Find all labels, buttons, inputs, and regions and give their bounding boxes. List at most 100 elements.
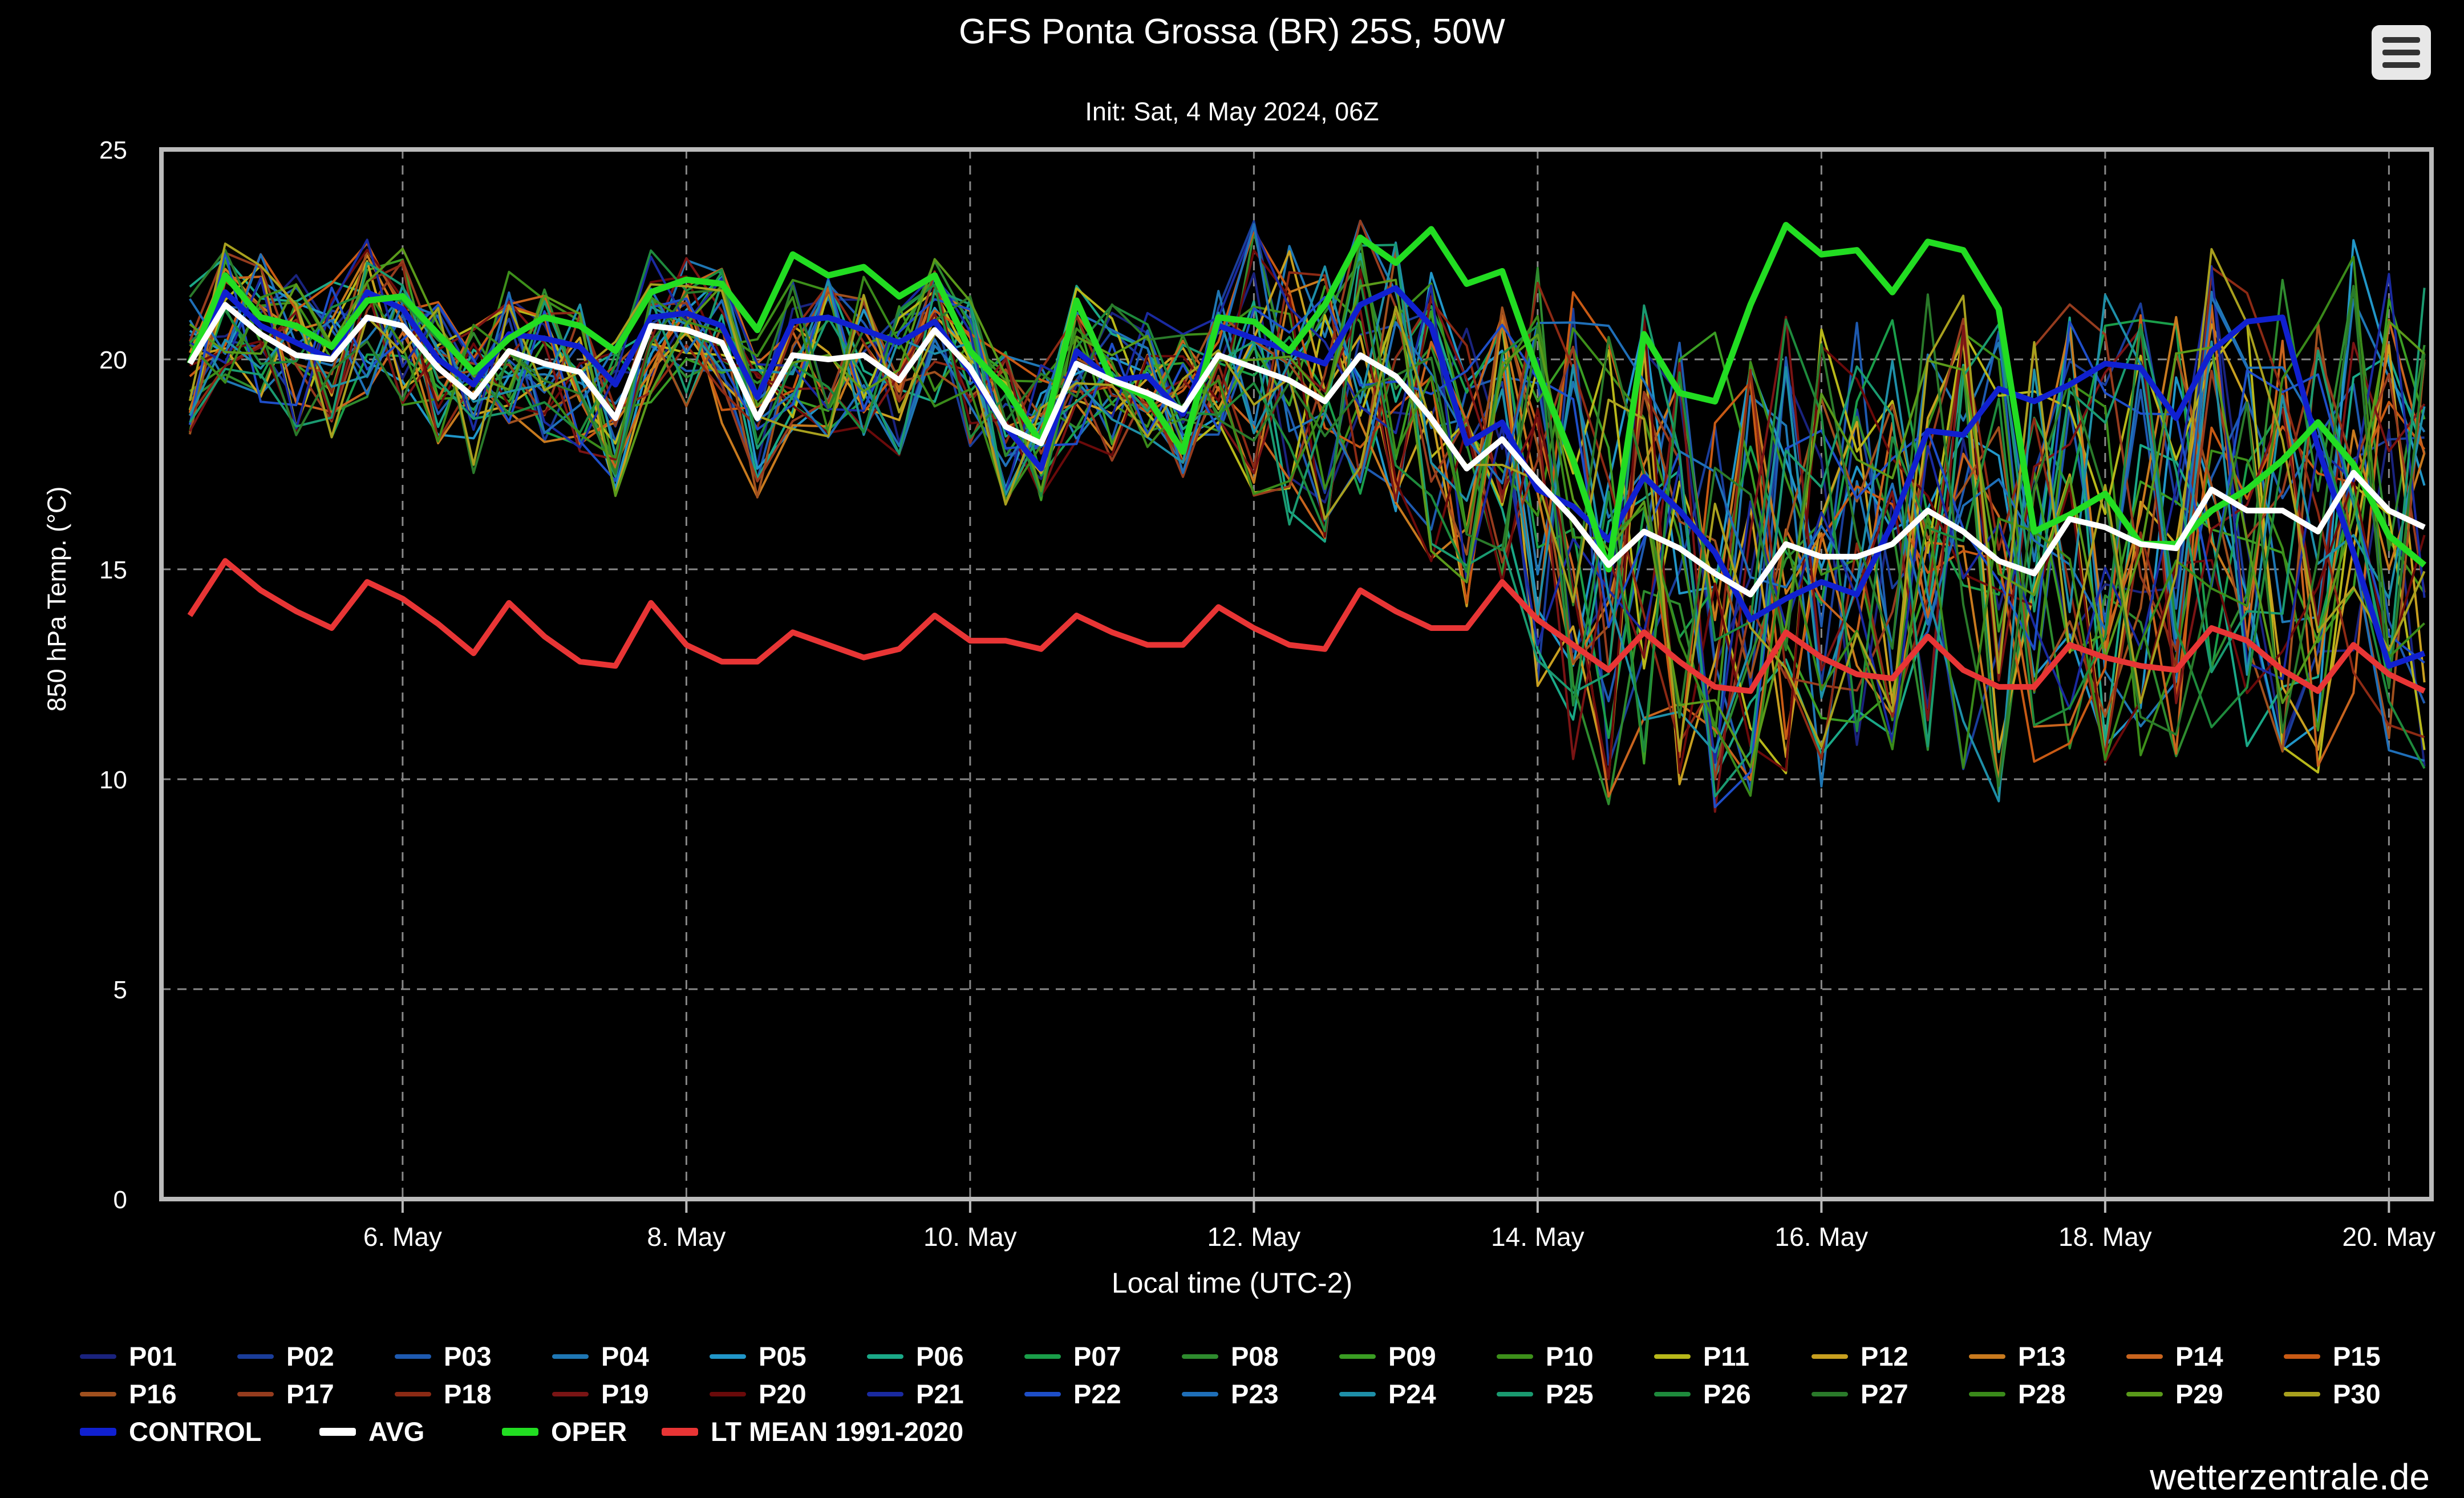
legend-item[interactable]: P10 — [1497, 1341, 1594, 1372]
legend-item[interactable]: P13 — [1969, 1341, 2066, 1372]
chart-subtitle: Init: Sat, 4 May 2024, 06Z — [1085, 97, 1379, 126]
legend-item[interactable]: P18 — [395, 1378, 492, 1410]
legend-item[interactable]: P21 — [867, 1378, 964, 1410]
legend-label: P21 — [916, 1379, 964, 1409]
legend-swatch — [1182, 1391, 1218, 1396]
y-tick-label: 10 — [99, 766, 127, 794]
legend-swatch — [80, 1354, 116, 1359]
legend-item[interactable]: P03 — [395, 1341, 492, 1372]
legend-label: P13 — [2018, 1341, 2066, 1371]
legend-item[interactable]: P15 — [2284, 1341, 2381, 1372]
legend-item[interactable]: P27 — [1811, 1378, 1908, 1410]
legend-swatch — [1339, 1354, 1376, 1359]
legend-swatch — [710, 1354, 746, 1359]
legend-item[interactable]: P09 — [1339, 1341, 1436, 1372]
legend-item[interactable]: LT MEAN 1991-2020 — [662, 1416, 963, 1447]
y-tick-label: 25 — [99, 136, 127, 164]
legend-item[interactable]: P04 — [552, 1341, 649, 1372]
legend-label: P19 — [601, 1379, 649, 1409]
ensemble-line-p30 — [188, 242, 2426, 752]
legend-swatch — [1497, 1391, 1533, 1396]
legend-item[interactable]: P24 — [1339, 1378, 1436, 1410]
ensemble-member-lines — [188, 220, 2426, 813]
legend-item[interactable]: P11 — [1654, 1341, 1749, 1372]
hamburger-menu-icon[interactable] — [2372, 25, 2431, 80]
legend-item[interactable]: P30 — [2284, 1378, 2381, 1410]
legend-label: P23 — [1231, 1379, 1279, 1409]
legend-item[interactable]: P23 — [1182, 1378, 1279, 1410]
legend-swatch — [2284, 1391, 2320, 1396]
chart-title: GFS Ponta Grossa (BR) 25S, 50W — [959, 12, 1505, 51]
legend-label: P24 — [1388, 1379, 1436, 1409]
ensemble-line-p29 — [189, 247, 2425, 768]
ensemble-line-p06 — [189, 252, 2426, 779]
y-tick-label: 5 — [114, 976, 127, 1004]
legend-item[interactable]: P20 — [710, 1378, 807, 1410]
legend-label: P01 — [129, 1341, 177, 1371]
legend-item[interactable]: P05 — [710, 1341, 807, 1372]
legend-swatch — [867, 1391, 903, 1396]
legend-label: P29 — [2175, 1379, 2223, 1409]
legend-item[interactable]: P06 — [867, 1341, 964, 1372]
legend-label: CONTROL — [129, 1416, 262, 1447]
legend-item[interactable]: AVG — [319, 1416, 424, 1447]
legend-item[interactable]: P16 — [80, 1378, 177, 1410]
legend-item[interactable]: P17 — [237, 1378, 334, 1410]
legend-item[interactable]: P01 — [80, 1341, 177, 1372]
x-tick-label: 6. May — [363, 1222, 442, 1252]
legend-label: P12 — [1861, 1341, 1908, 1371]
legend-item[interactable]: P07 — [1024, 1341, 1121, 1372]
y-axis-ticks: 0 5 10 15 20 25 — [99, 136, 127, 1214]
legend-swatch — [237, 1354, 274, 1359]
legend-swatch — [1654, 1354, 1691, 1359]
legend-item[interactable]: CONTROL — [80, 1416, 261, 1447]
x-tick-label: 18. May — [2058, 1222, 2152, 1252]
main-series-lines — [187, 222, 2427, 694]
legend-label: P22 — [1073, 1379, 1121, 1409]
legend-label: P15 — [2333, 1341, 2381, 1371]
ensemble-line-p26 — [189, 249, 2426, 769]
legend-label: AVG — [368, 1416, 425, 1447]
ensemble-line-p13 — [188, 254, 2426, 782]
x-tick-label: 12. May — [1207, 1222, 1301, 1252]
legend-label: LT MEAN 1991-2020 — [711, 1416, 964, 1447]
legend-item[interactable]: P02 — [237, 1341, 334, 1372]
legend-swatch — [1811, 1354, 1848, 1359]
ensemble-line-p17 — [188, 220, 2426, 781]
y-axis-label: 850 hPa Temp. (°C) — [42, 486, 71, 712]
legend-item[interactable]: P22 — [1024, 1378, 1121, 1410]
legend-label: P10 — [1546, 1341, 1594, 1371]
legend-label: P02 — [286, 1341, 334, 1371]
series-line-oper — [187, 222, 2427, 573]
legend-swatch — [867, 1354, 903, 1359]
credit-text: wetterzentrale.de — [2150, 1456, 2430, 1497]
legend-item[interactable]: P26 — [1654, 1378, 1751, 1410]
legend-label: P16 — [129, 1379, 177, 1409]
legend-item[interactable]: P19 — [552, 1378, 649, 1410]
legend-swatch — [80, 1427, 116, 1436]
legend-swatch — [1497, 1354, 1533, 1359]
legend-item[interactable]: OPER — [502, 1416, 627, 1447]
legend-label: P18 — [444, 1379, 492, 1409]
legend-swatch — [319, 1427, 356, 1436]
y-tick-label: 15 — [99, 556, 127, 584]
legend-item[interactable]: P12 — [1811, 1341, 1908, 1372]
legend-item[interactable]: P28 — [1969, 1378, 2066, 1410]
ensemble-line-p12 — [189, 250, 2426, 786]
legend-label: OPER — [551, 1416, 627, 1447]
legend-item[interactable]: P25 — [1497, 1378, 1594, 1410]
x-tick-label: 10. May — [923, 1222, 1017, 1252]
legend-swatch — [2284, 1354, 2320, 1359]
legend-item[interactable]: P14 — [2126, 1341, 2223, 1372]
legend-item[interactable]: P29 — [2126, 1378, 2223, 1410]
legend-label: P30 — [2333, 1379, 2381, 1409]
legend-label: P06 — [916, 1341, 964, 1371]
legend-item[interactable]: P08 — [1182, 1341, 1279, 1372]
legend-swatch — [1969, 1354, 2005, 1359]
legend-label: P11 — [1703, 1341, 1750, 1371]
legend-swatch — [395, 1391, 431, 1396]
legend-swatch — [1969, 1391, 2005, 1396]
ensemble-line-p19 — [189, 257, 2426, 813]
x-axis-label: Local time (UTC-2) — [1111, 1267, 1353, 1299]
